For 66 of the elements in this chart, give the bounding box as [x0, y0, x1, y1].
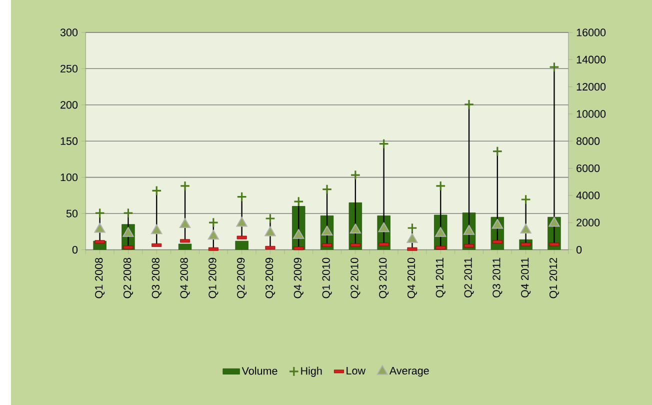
- y-tick-label: 300: [60, 28, 78, 36]
- point: [520, 224, 532, 234]
- point: [179, 218, 191, 228]
- point: [151, 185, 162, 196]
- legend-label: Volume: [242, 366, 278, 375]
- y-tick-label: 150: [60, 137, 78, 145]
- x-tick-label: Q3 2008: [152, 258, 162, 298]
- point: [264, 226, 276, 236]
- point: [549, 62, 560, 72]
- point: [151, 224, 162, 234]
- point: [208, 217, 219, 228]
- x-tick-label: Q4 2011: [521, 258, 531, 298]
- point: [406, 233, 418, 243]
- point: [180, 180, 190, 192]
- point: [350, 170, 361, 180]
- legend-label: High: [301, 366, 322, 377]
- x-tick-label: Q3 2009: [265, 258, 275, 298]
- y2-tick-label: 10000: [576, 110, 606, 118]
- y-tick-label: 100: [60, 173, 78, 182]
- point: [123, 208, 134, 218]
- x-tick-label: Q2 2011: [464, 258, 474, 298]
- x-tick-label: Q3 2011: [492, 258, 502, 298]
- y2-tick-label: 16000: [576, 28, 606, 36]
- point: [350, 224, 361, 234]
- y2-tick-label: 14000: [576, 56, 606, 64]
- x-tick-label: Q2 2009: [237, 258, 247, 298]
- y-tick-label: 0: [72, 246, 78, 254]
- y-tick-label: 200: [60, 101, 78, 109]
- x-tick-label: Q3 2010: [379, 258, 389, 298]
- x-tick-label: Q1 2008: [95, 258, 105, 298]
- y2-tick-label: 0: [576, 246, 582, 254]
- point: [435, 180, 446, 192]
- point: [293, 196, 304, 207]
- y2-tick-label: 8000: [576, 137, 600, 145]
- point: [293, 229, 304, 239]
- point: [492, 218, 503, 229]
- point: [464, 99, 474, 110]
- y2-tick-label: 2000: [576, 218, 600, 226]
- point: [548, 216, 560, 227]
- x-tick-label: Q1 2009: [208, 258, 218, 298]
- legend-label: Low: [346, 366, 366, 374]
- point: [492, 146, 503, 156]
- legend-label: Average: [389, 366, 429, 377]
- point: [322, 184, 332, 194]
- x-tick-label: Q2 2008: [123, 258, 133, 298]
- point: [265, 213, 276, 224]
- point: [94, 208, 106, 218]
- y2-tick-label: 12000: [576, 82, 606, 91]
- y2-tick-label: 6000: [576, 164, 600, 172]
- x-tick-label: Q2 2010: [350, 258, 360, 298]
- x-tick-label: Q1 2011: [436, 258, 446, 298]
- point: [94, 222, 106, 233]
- point: [407, 222, 418, 234]
- point: [520, 194, 532, 205]
- y2-tick-label: 4000: [576, 192, 600, 200]
- point: [208, 230, 220, 240]
- point: [236, 216, 248, 227]
- point: [378, 138, 390, 149]
- y-tick-label: 50: [66, 210, 78, 218]
- x-tick-label: Q1 2012: [549, 258, 559, 298]
- x-tick-label: Q4 2010: [407, 258, 417, 298]
- x-tick-label: Q1 2010: [322, 258, 332, 298]
- y-tick-label: 250: [60, 64, 78, 72]
- x-tick-label: Q4 2009: [294, 258, 304, 298]
- point: [236, 192, 248, 202]
- x-tick-label: Q4 2008: [180, 258, 190, 298]
